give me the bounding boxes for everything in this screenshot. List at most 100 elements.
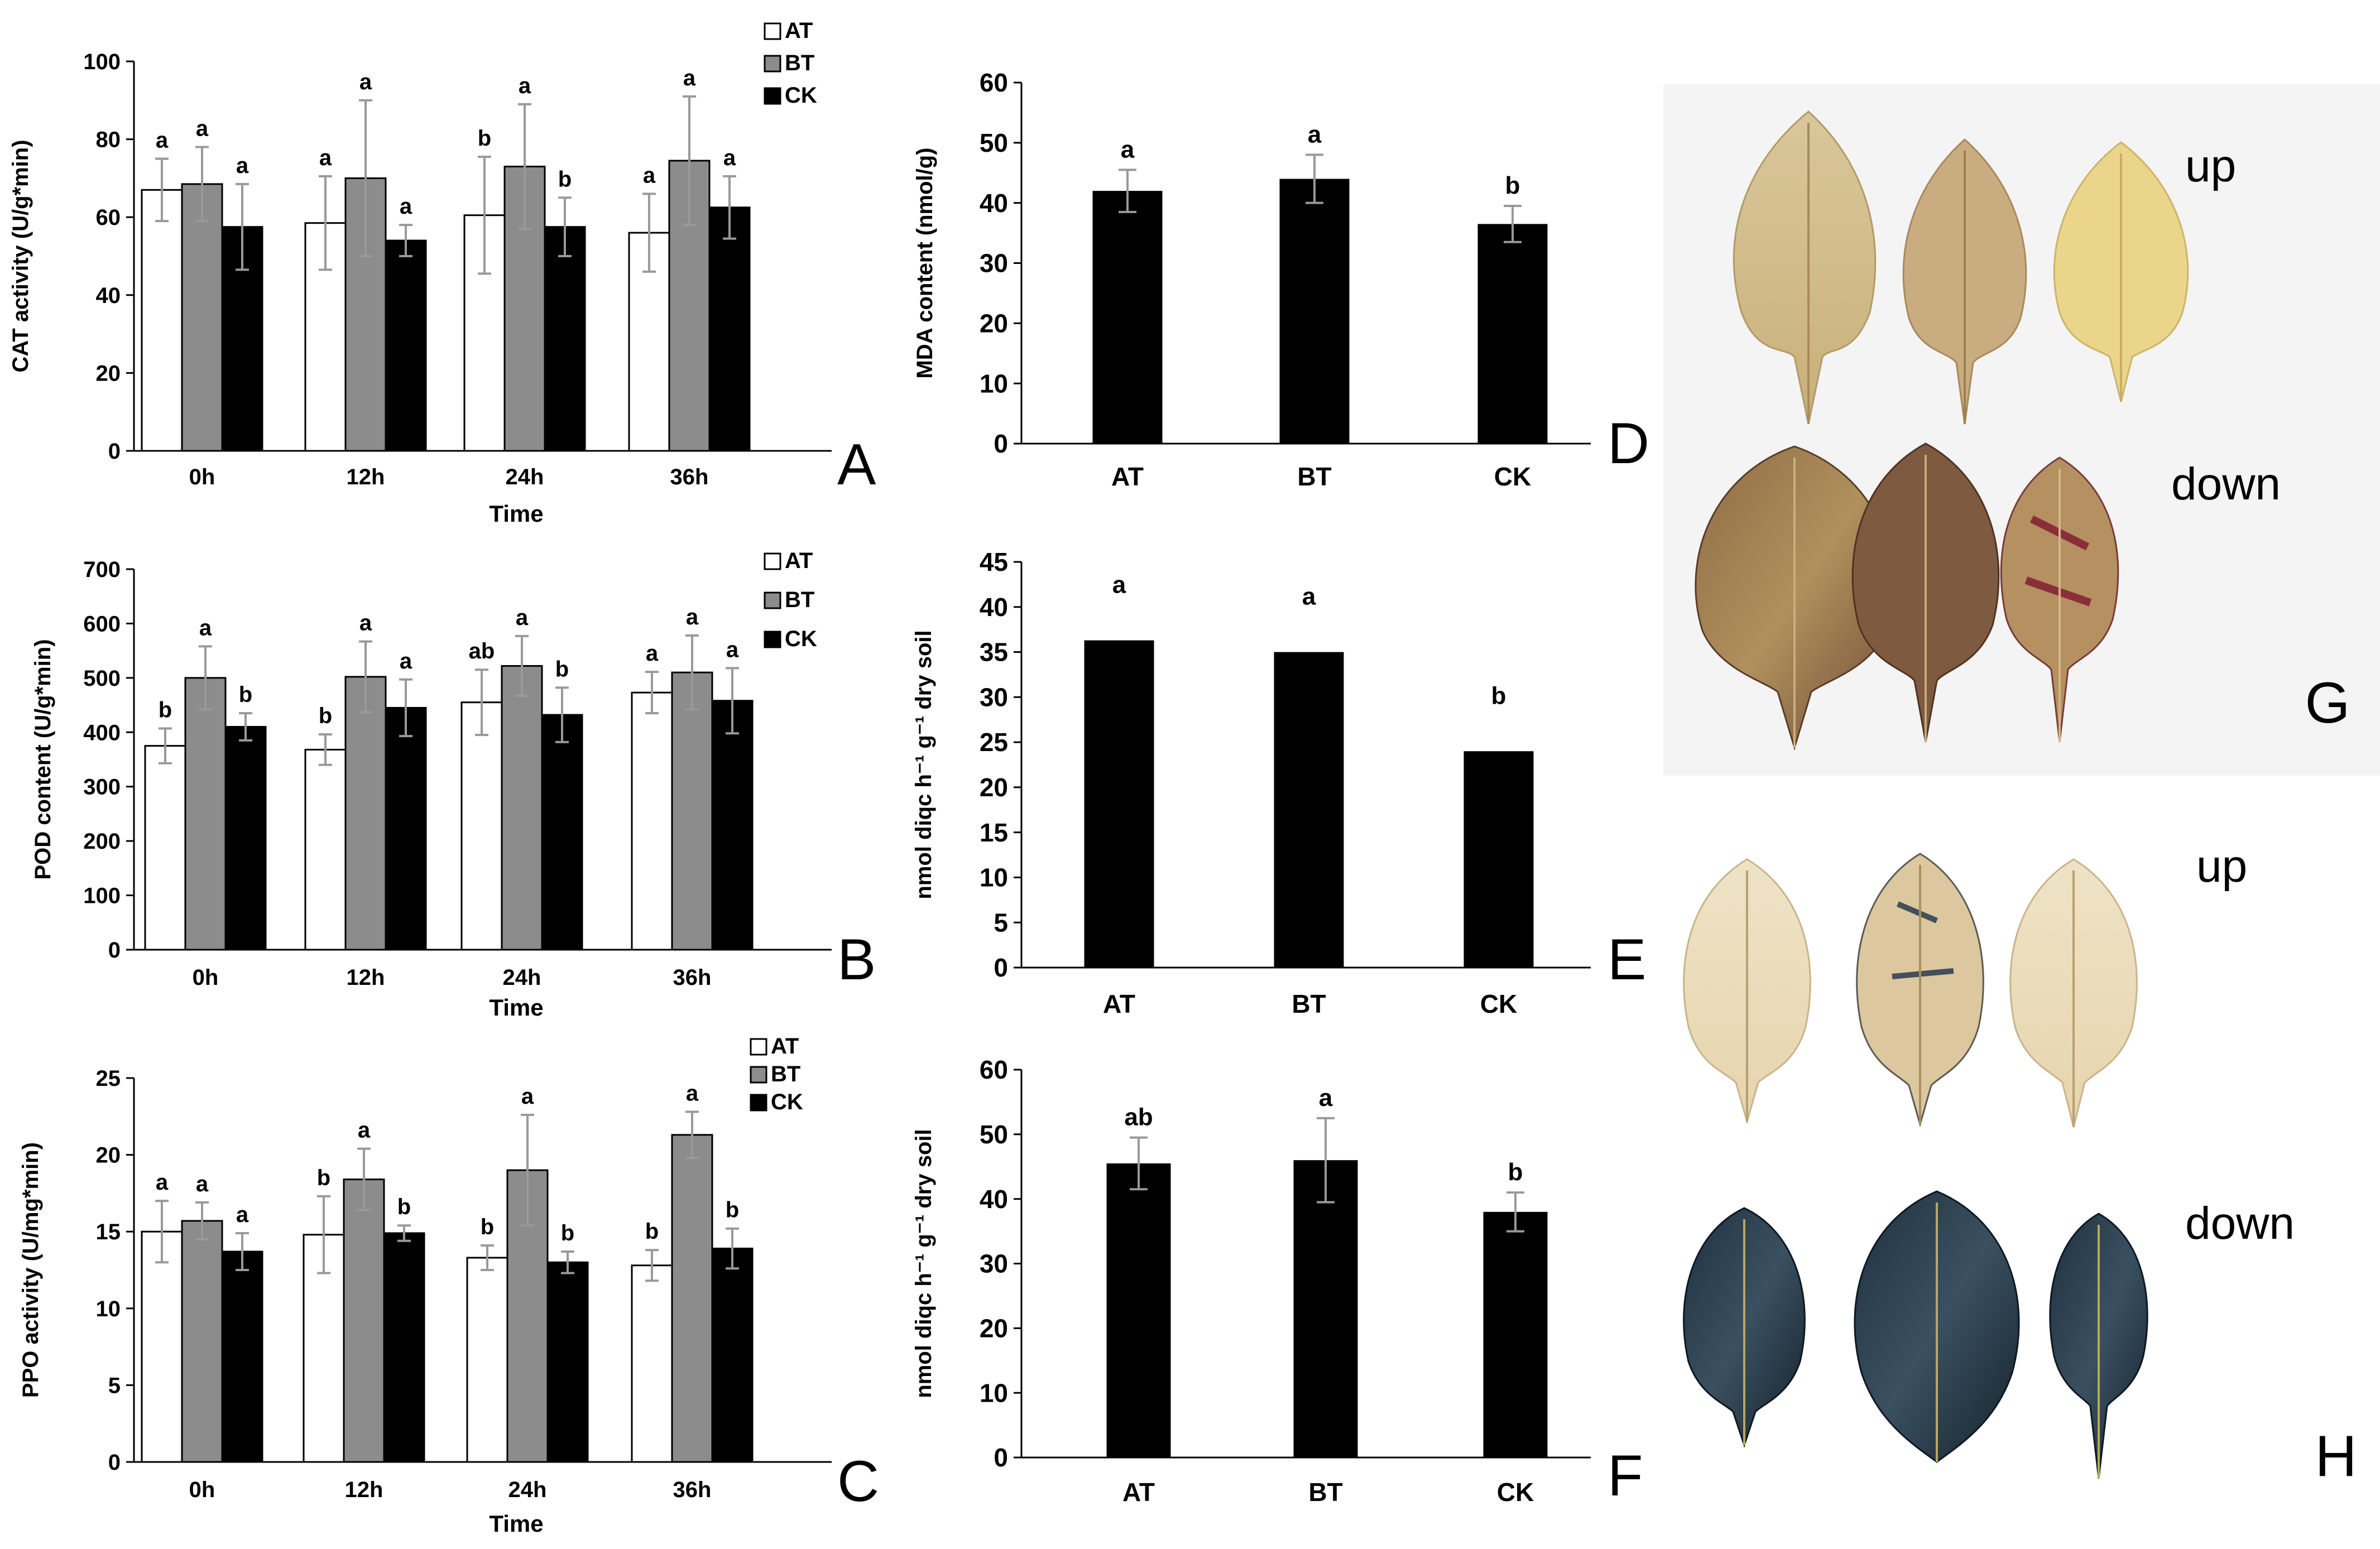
y-tick-label: 40 bbox=[980, 1185, 1008, 1214]
photo-g-down-label: down bbox=[2171, 459, 2281, 509]
significance-letter: b bbox=[558, 167, 572, 191]
y-axis-title: MDA content (nmol/g) bbox=[913, 147, 937, 378]
bar bbox=[1279, 179, 1350, 444]
y-tick-label: 30 bbox=[980, 682, 1008, 711]
significance-letter: a bbox=[723, 146, 736, 170]
x-axis-title: Time bbox=[489, 501, 543, 527]
y-tick-label: 300 bbox=[83, 775, 121, 800]
bar-at bbox=[144, 745, 186, 951]
significance-letter: b bbox=[481, 1215, 494, 1239]
y-tick-label: 40 bbox=[96, 283, 121, 308]
significance-letter: b bbox=[1505, 172, 1520, 199]
legend-swatch-ck bbox=[750, 1094, 767, 1112]
y-axis-title: POD content (U/g*min) bbox=[31, 639, 55, 879]
y-tick-label: 5 bbox=[108, 1373, 121, 1398]
chart-a: 0 20 40 60 80 100 CAT activity (U/g*min) Aa a a 0h… bbox=[8, 18, 876, 527]
leaf-h-up-3 bbox=[2009, 858, 2138, 1128]
bar-bt bbox=[501, 665, 543, 951]
x-tick-label: 36h bbox=[673, 1478, 712, 1502]
x-tick-label: 36h bbox=[673, 965, 712, 990]
bar-bt bbox=[671, 671, 713, 951]
x-tick-label: CK bbox=[1494, 462, 1531, 491]
bar bbox=[1084, 640, 1154, 968]
bar bbox=[1483, 1211, 1548, 1457]
y-tick-label: 50 bbox=[980, 128, 1008, 157]
y-tick-label: 0 bbox=[108, 1450, 121, 1475]
y-tick-label: 25 bbox=[96, 1066, 121, 1091]
legend-label: CK bbox=[771, 1090, 803, 1114]
chart-c: 0 5 10 15 20 25 PPO activity (U/mg*min) Ca a a 0h b… bbox=[18, 1034, 879, 1537]
y-tick-label: 0 bbox=[994, 429, 1008, 458]
bar-bt bbox=[184, 677, 227, 951]
significance-letter: b bbox=[726, 1198, 739, 1223]
bar-bt bbox=[343, 1178, 385, 1463]
y-tick-label: 40 bbox=[980, 593, 1008, 622]
panel-label: E bbox=[1608, 927, 1646, 992]
y-tick-label: 100 bbox=[83, 884, 121, 908]
y-tick-label: 600 bbox=[83, 612, 121, 636]
chart-b: 0 100 200 300 400 500 600 700 POD content (U/g*m… bbox=[31, 549, 876, 1021]
significance-letter: a bbox=[726, 637, 739, 662]
x-tick-label: 12h bbox=[345, 1478, 383, 1502]
x-tick-label: CK bbox=[1497, 1478, 1534, 1507]
y-tick-label: 10 bbox=[980, 1378, 1008, 1407]
y-tick-label: 30 bbox=[980, 249, 1008, 278]
x-tick-label: 36h bbox=[670, 465, 709, 489]
leaf-g-down-2 bbox=[1851, 442, 2000, 743]
bar-ck bbox=[708, 206, 751, 452]
legend-label: AT bbox=[785, 549, 813, 573]
significance-letter: a bbox=[1112, 571, 1126, 599]
y-tick-label: 20 bbox=[980, 309, 1008, 338]
bar-bt bbox=[181, 183, 223, 452]
bar-ck bbox=[221, 1250, 263, 1463]
significance-letter: a bbox=[516, 605, 529, 630]
bar-at bbox=[466, 1257, 508, 1463]
bar-ck bbox=[711, 700, 754, 951]
legend-swatch-ck bbox=[764, 631, 781, 648]
significance-letter: a bbox=[319, 146, 332, 170]
y-tick-label: 45 bbox=[980, 547, 1008, 576]
bar-ck bbox=[541, 714, 583, 951]
y-tick-label: 0 bbox=[994, 953, 1008, 982]
legend-swatch-bt bbox=[764, 591, 781, 609]
significance-letter: b bbox=[239, 682, 252, 707]
legend-swatch-at bbox=[764, 22, 781, 40]
photo-h-down-label: down bbox=[2185, 1198, 2295, 1249]
significance-letter: b bbox=[555, 657, 569, 681]
leaf-h-down-1 bbox=[1683, 1207, 1806, 1448]
significance-letter: b bbox=[159, 697, 172, 722]
y-axis-title: nmol diqc h⁻¹ g⁻¹ dry soil bbox=[911, 630, 936, 899]
bar-at bbox=[631, 691, 673, 951]
y-tick-label: 0 bbox=[108, 938, 121, 963]
y-tick-label: 60 bbox=[96, 205, 121, 230]
x-tick-label: BT bbox=[1292, 989, 1326, 1018]
panel-label: F bbox=[1608, 1444, 1643, 1508]
x-axis-title: Time bbox=[489, 994, 543, 1021]
x-tick-label: 24h bbox=[506, 465, 544, 489]
chart-e: 0 5 10 15 20 25 30 35 40 45 nmol diqc h⁻¹ g⁻¹ dry … bbox=[911, 547, 1646, 1018]
panel-label-g: G bbox=[2305, 671, 2350, 735]
panel-label: C bbox=[837, 1449, 879, 1514]
significance-letter: b bbox=[645, 1219, 659, 1244]
y-tick-label: 200 bbox=[83, 829, 121, 854]
y-tick-label: 20 bbox=[96, 361, 121, 386]
bar-at bbox=[460, 701, 503, 951]
leaf-g-up-1 bbox=[1733, 110, 1877, 425]
y-tick-label: 80 bbox=[96, 128, 121, 152]
y-tick-label: 400 bbox=[83, 720, 121, 745]
panel-label: D bbox=[1608, 411, 1649, 476]
bar-bt bbox=[671, 1134, 713, 1463]
photo-h-up-label: up bbox=[2196, 841, 2247, 892]
significance-letter: a bbox=[359, 70, 372, 94]
panel-label-h: H bbox=[2315, 1424, 2357, 1489]
significance-letter: b bbox=[317, 1166, 330, 1190]
bar-ck bbox=[383, 1232, 425, 1463]
bar bbox=[1463, 751, 1534, 968]
y-tick-label: 30 bbox=[980, 1249, 1008, 1278]
significance-letter: a bbox=[1302, 583, 1316, 610]
y-axis-title: PPO activity (U/mg*min) bbox=[18, 1142, 43, 1398]
y-tick-label: 700 bbox=[83, 557, 121, 582]
y-tick-label: 40 bbox=[980, 189, 1008, 218]
